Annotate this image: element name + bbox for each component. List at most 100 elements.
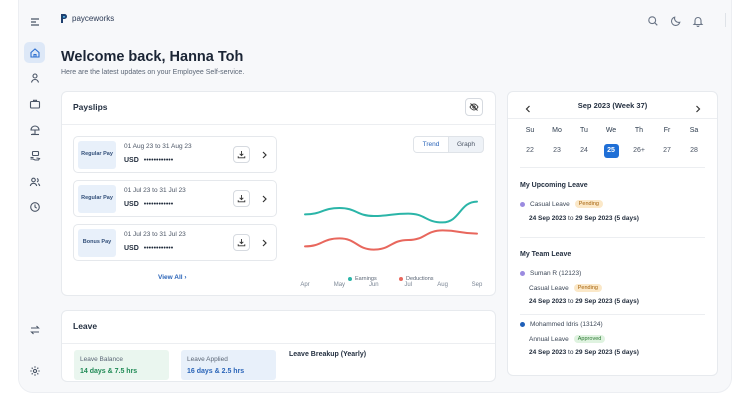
team-member-dot: [520, 271, 525, 276]
menu-icon[interactable]: [24, 11, 45, 32]
download-button[interactable]: [233, 234, 250, 251]
download-icon: [237, 151, 246, 159]
calendar-weekday: Th: [634, 127, 644, 134]
payslip-amount-masked: ••••••••••••: [143, 157, 174, 164]
view-all-link[interactable]: View All ›: [158, 274, 187, 281]
calendar-date[interactable]: 26+: [633, 147, 645, 154]
payslip-currency: USD: [124, 245, 139, 252]
briefcase-icon[interactable]: [24, 93, 45, 114]
users-icon[interactable]: [24, 171, 45, 192]
calendar-date[interactable]: 22: [526, 147, 534, 154]
payslip-amount: USD ••••••••••••: [124, 157, 173, 164]
team-leave-type: Annual Leave Approved: [529, 335, 606, 343]
series-line-deductions: [304, 229, 478, 251]
calendar-prev-button[interactable]: [524, 101, 532, 113]
payslips-title: Payslips: [73, 102, 108, 112]
series-line-earnings: [304, 200, 478, 224]
leave-balance-label: Leave Balance: [80, 356, 124, 363]
calendar-date[interactable]: 28: [690, 147, 698, 154]
calendar-section-divider: [520, 167, 705, 168]
search-icon[interactable]: [647, 14, 659, 26]
upcoming-leave-type[interactable]: Casual Leave Pending: [520, 200, 603, 208]
leave-to: to: [568, 215, 574, 222]
payslip-item[interactable]: Regular Pay 01 Jul 23 to 31 Jul 23 USD ••…: [73, 180, 277, 217]
calendar-weekday: Su: [525, 127, 535, 134]
calendar-divider: [508, 118, 717, 119]
legend-deductions-label: Deductions: [406, 276, 434, 282]
team-member-name[interactable]: Mohammed Idris (13124): [520, 321, 603, 328]
calendar-date[interactable]: 23: [553, 147, 561, 154]
leave-applied-box: Leave Applied 16 days & 2.5 hrs: [181, 350, 276, 380]
leave-type-label: Casual Leave: [530, 200, 570, 208]
download-button[interactable]: [233, 190, 250, 207]
leave-start: 24 Sep 2023: [529, 349, 567, 356]
leave-to: to: [568, 349, 574, 356]
payslip-item[interactable]: Bonus Pay 01 Jul 23 to 31 Jul 23 USD ••••…: [73, 224, 277, 261]
payslip-amount: USD ••••••••••••: [124, 201, 173, 208]
leave-breakup-title: Leave Breakup (Yearly): [289, 351, 367, 358]
switch-icon[interactable]: [24, 319, 45, 340]
calendar-card: Sep 2023 (Week 37) My Upcoming Leave Cas…: [507, 91, 718, 376]
home-icon[interactable]: [24, 42, 45, 63]
leave-balance-value: 14 days & 7.5 hrs: [80, 368, 138, 375]
leave-start: 24 Sep 2023: [529, 215, 567, 222]
leave-days: (5 days): [614, 215, 639, 222]
topbar-divider: [725, 13, 726, 27]
logo[interactable]: payceworks: [60, 13, 114, 24]
toggle-graph[interactable]: Graph: [456, 141, 476, 148]
chevron-right-icon: ›: [184, 274, 187, 281]
team-leave-dates: 24 Sep 2023 to 29 Sep 2023 (5 days): [529, 298, 639, 305]
leave-applied-label: Leave Applied: [187, 356, 228, 363]
leave-divider: [62, 343, 495, 344]
page-subtitle: Here are the latest updates on your Empl…: [61, 69, 245, 76]
legend-earnings: Earnings: [348, 276, 377, 282]
x-tick-label: Jun: [369, 282, 379, 288]
logo-mark-icon: [61, 14, 67, 23]
team-member-name[interactable]: Suman R (12123): [520, 270, 581, 277]
legend-deductions: Deductions: [399, 276, 434, 282]
moon-icon[interactable]: [670, 14, 682, 26]
sidebar: [19, 0, 51, 392]
download-button[interactable]: [233, 146, 250, 163]
calendar-title: Sep 2023 (Week 37): [577, 101, 648, 110]
hide-amounts-button[interactable]: [465, 98, 483, 116]
money-hand-icon[interactable]: [24, 145, 45, 166]
payslip-period: 01 Aug 23 to 31 Aug 23: [124, 143, 192, 150]
bell-icon[interactable]: [692, 14, 704, 28]
download-icon: [237, 195, 246, 203]
toggle-trend[interactable]: Trend: [414, 137, 449, 152]
payslips-card: Payslips Regular Pay 01 Aug 23 to 31 Aug…: [61, 91, 496, 296]
x-tick-label: Aug: [437, 282, 448, 288]
leave-end: 29 Sep 2023: [575, 349, 613, 356]
chevron-right-icon[interactable]: [260, 148, 269, 160]
legend-earnings-label: Earnings: [355, 276, 377, 282]
team-leave-title: My Team Leave: [520, 251, 572, 258]
leave-end: 29 Sep 2023: [575, 215, 613, 222]
payslip-amount-masked: ••••••••••••: [143, 245, 174, 252]
legend-earnings-swatch: [348, 277, 352, 281]
payslip-item[interactable]: Regular Pay 01 Aug 23 to 31 Aug 23 USD ••…: [73, 136, 277, 173]
leave-balance-box: Leave Balance 14 days & 7.5 hrs: [74, 350, 169, 380]
calendar-date-selected[interactable]: 25: [603, 144, 619, 158]
team-leave-divider: [520, 314, 705, 315]
leave-days: (5 days): [614, 298, 639, 305]
umbrella-icon[interactable]: [24, 119, 45, 140]
leave-end: 29 Sep 2023: [575, 298, 613, 305]
calendar-next-button[interactable]: [694, 101, 702, 113]
upcoming-leave-title: My Upcoming Leave: [520, 182, 588, 189]
calendar-date[interactable]: 27: [663, 147, 671, 154]
calendar-date[interactable]: 24: [580, 147, 588, 154]
leave-dot: [520, 201, 525, 207]
payslip-currency: USD: [124, 157, 139, 164]
user-icon[interactable]: [24, 67, 45, 88]
clock-icon[interactable]: [24, 196, 45, 217]
chevron-right-icon[interactable]: [260, 236, 269, 248]
calendar-weekday: Sa: [689, 127, 699, 134]
leave-days: (5 days): [614, 349, 639, 356]
view-all-label: View All: [158, 274, 183, 281]
team-member-label: Mohammed Idris (13124): [530, 321, 603, 328]
chevron-right-icon[interactable]: [260, 192, 269, 204]
payslip-type: Regular Pay: [78, 141, 116, 169]
download-icon: [237, 239, 246, 247]
settings-icon[interactable]: [24, 360, 45, 381]
